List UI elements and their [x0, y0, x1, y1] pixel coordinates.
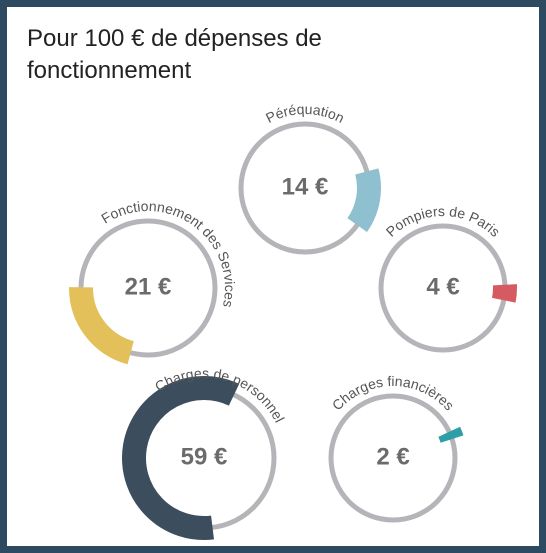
ring [328, 393, 458, 523]
category-label: Pompiers de Paris [383, 203, 504, 240]
value-label: 14 € [282, 173, 329, 200]
value-label: 21 € [125, 273, 172, 300]
value-label: 4 € [426, 273, 459, 300]
category-text: Pompiers de Paris [383, 203, 504, 240]
gauge-arc [491, 284, 517, 303]
value-label: 59 € [181, 443, 228, 470]
gauge-arc [69, 286, 135, 365]
gauge-arc [122, 376, 240, 540]
category-label: Charges financières [329, 373, 458, 413]
gauge-arc [347, 168, 381, 233]
value-label: 2 € [376, 443, 409, 470]
gauge-arc [438, 426, 464, 443]
title: Pour 100 € de dépenses de fonctionnement [27, 25, 322, 84]
category-text: Charges financières [329, 373, 458, 413]
